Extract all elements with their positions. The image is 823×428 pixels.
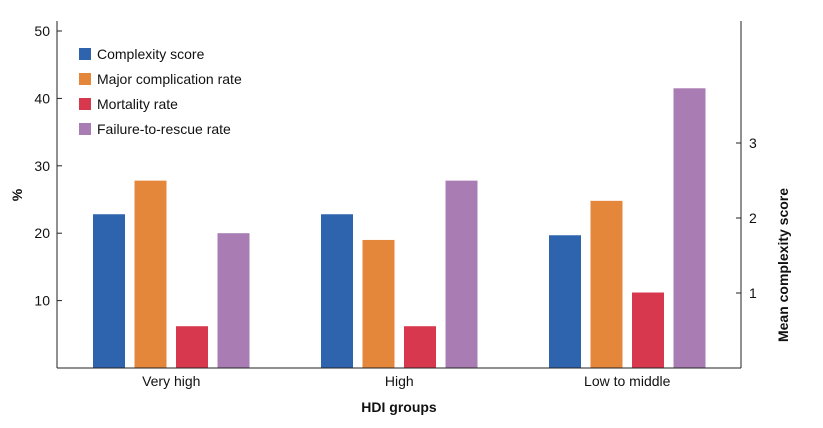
legend-label: Mortality rate (97, 96, 178, 112)
legend: Complexity score Major complication rate M… (79, 46, 242, 137)
left-tick-label: 10 (34, 293, 50, 309)
bar-failure-to-rescue-rate-2 (673, 88, 706, 368)
legend-swatch (79, 98, 91, 110)
y-axis-title: % (9, 188, 25, 201)
bar-major-complication-rate-0 (134, 180, 167, 368)
bar-complexity-score-0 (93, 214, 125, 368)
x-tick-label: Very high (142, 373, 200, 389)
right-tick-label: 2 (749, 210, 757, 226)
x-axis-title: HDI groups (361, 399, 437, 415)
legend-label: Failure-to-rescue rate (97, 121, 231, 137)
right-tick-label: 1 (749, 285, 757, 301)
left-tick-label: 20 (34, 225, 50, 241)
bar-mortality-rate-1 (404, 326, 436, 368)
bar-failure-to-rescue-rate-0 (217, 233, 250, 368)
legend-swatch (79, 73, 91, 85)
legend-swatch (79, 48, 91, 60)
legend-swatch (79, 123, 91, 135)
left-tick-label: 30 (34, 158, 50, 174)
right-axis-title: Mean complexity score (775, 188, 791, 342)
bar-mortality-rate-2 (632, 292, 664, 368)
bar-major-complication-rate-1 (362, 239, 395, 368)
x-tick-label: High (385, 373, 414, 389)
bar-failure-to-rescue-rate-1 (445, 180, 478, 368)
bars-group (93, 88, 706, 368)
bar-mortality-rate-0 (176, 326, 208, 368)
legend-label: Major complication rate (97, 71, 242, 87)
right-tick-label: 3 (749, 135, 757, 151)
bar-complexity-score-1 (321, 214, 353, 368)
left-tick-label: 50 (34, 23, 50, 39)
bar-major-complication-rate-2 (590, 200, 623, 368)
legend-label: Complexity score (97, 46, 205, 62)
axes-group: 10 20 30 40 50 1 2 3 Very high High Low to middle (34, 21, 757, 389)
x-tick-label: Low to middle (584, 373, 671, 389)
left-tick-label: 40 (34, 90, 50, 106)
bar-complexity-score-2 (549, 235, 581, 368)
